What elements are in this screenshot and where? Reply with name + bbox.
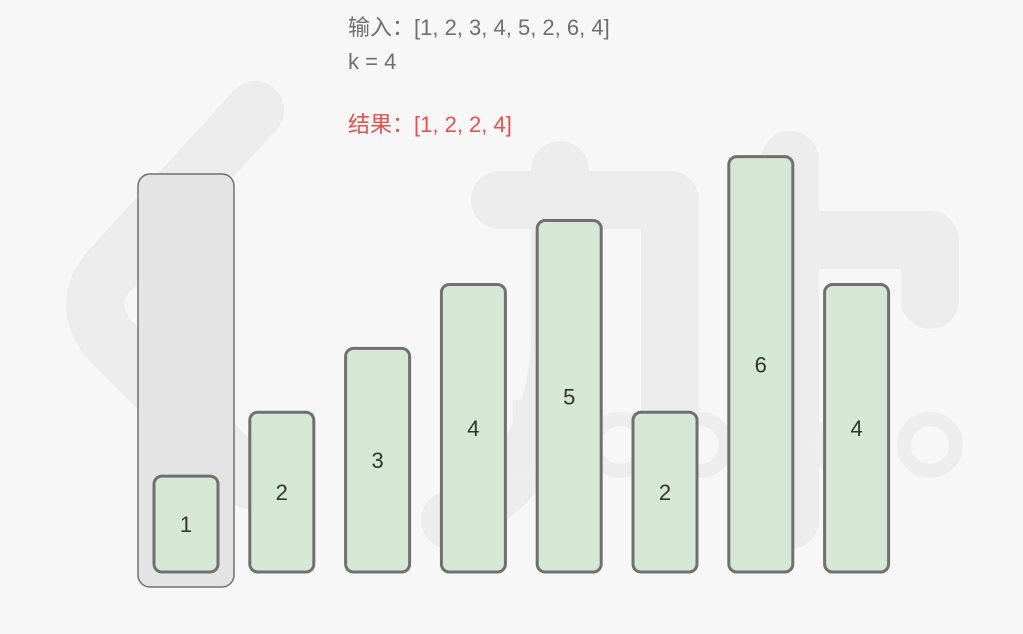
bar-label-6: 2 bbox=[659, 480, 671, 505]
bar-label-1: 1 bbox=[180, 512, 192, 537]
bar-label-7: 6 bbox=[755, 352, 767, 377]
bar-label-4: 4 bbox=[467, 416, 479, 441]
bar-label-8: 4 bbox=[850, 416, 862, 441]
bar-label-5: 5 bbox=[563, 384, 575, 409]
bar-label-3: 3 bbox=[371, 448, 383, 473]
bar-label-2: 2 bbox=[276, 480, 288, 505]
